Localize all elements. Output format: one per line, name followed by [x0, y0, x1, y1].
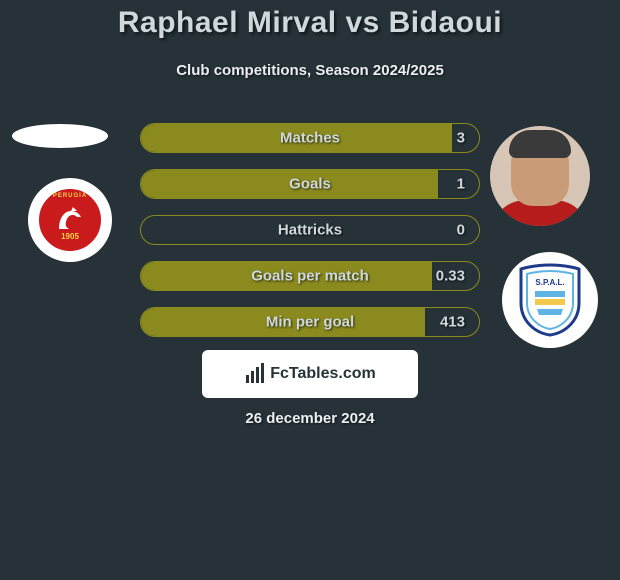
player-left-avatar-placeholder — [12, 124, 108, 148]
page-date: 26 december 2024 — [245, 410, 374, 427]
stat-bar: Matches 3 — [140, 123, 480, 153]
brand-text: FcTables.com — [270, 365, 376, 383]
stat-bar-value: 0 — [457, 222, 465, 239]
griffin-icon — [55, 207, 85, 233]
brand-box: FcTables.com — [202, 350, 418, 398]
stat-bar: Goals 1 — [140, 169, 480, 199]
stat-bars: Matches 3 Goals 1 Hattricks 0 Goals per match 0… — [140, 123, 480, 353]
club-left-crest: PERUGIA 1905 — [28, 178, 112, 262]
club-right-text: S.P.A.L. — [535, 278, 564, 287]
page-subtitle: Club competitions, Season 2024/2025 — [176, 62, 444, 79]
avatar-hair — [509, 130, 571, 158]
club-left-name: PERUGIA — [53, 193, 87, 199]
page-title: Raphael Mirval vs Bidaoui — [118, 6, 502, 40]
player-right-avatar — [490, 126, 590, 226]
stat-bar-label: Matches — [280, 130, 340, 147]
club-left-crest-inner: PERUGIA 1905 — [35, 185, 105, 255]
stat-bar: Hattricks 0 — [140, 215, 480, 245]
stat-bar-label: Hattricks — [278, 222, 342, 239]
stat-bar-label: Min per goal — [266, 314, 354, 331]
stat-bar-value: 1 — [457, 176, 465, 193]
stat-bar-label: Goals per match — [251, 268, 369, 285]
bars-logo-icon — [244, 363, 266, 385]
club-left-year: 1905 — [61, 232, 79, 241]
shield-icon: S.P.A.L. — [515, 263, 585, 337]
stat-bar-value: 0.33 — [436, 268, 465, 285]
stat-bar-value: 3 — [457, 130, 465, 147]
stat-bar: Min per goal 413 — [140, 307, 480, 337]
stat-bar: Goals per match 0.33 — [140, 261, 480, 291]
stat-bar-label: Goals — [289, 176, 331, 193]
club-right-crest: S.P.A.L. — [502, 252, 598, 348]
stat-bar-value: 413 — [440, 314, 465, 331]
